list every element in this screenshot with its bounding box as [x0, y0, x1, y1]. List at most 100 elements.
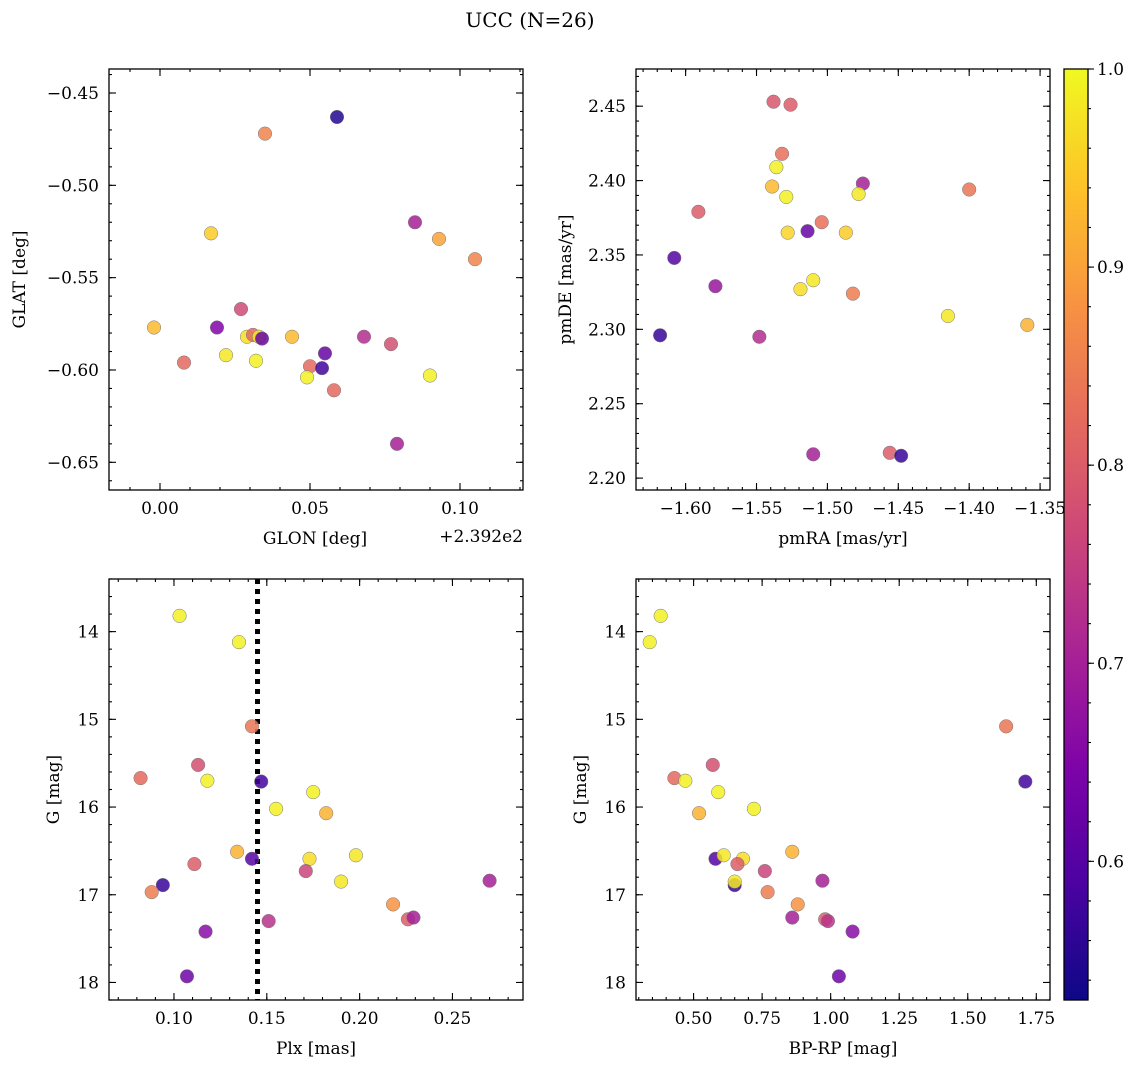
scatter-point	[261, 914, 276, 929]
scatter-point	[230, 844, 245, 859]
scatter-point	[155, 878, 170, 893]
scatter-point	[752, 329, 767, 344]
scatter-panel-1: 0.00 0.05 0.10 −0.45 −0.50 −0.55 −0.60 −0.65 GLO…	[10, 68, 524, 549]
x-tick-label: −1.55	[730, 499, 782, 519]
plot-frame	[108, 68, 524, 491]
scatter-point	[326, 383, 342, 398]
scatter-point	[806, 447, 821, 462]
y-tick-label: 16	[77, 798, 99, 818]
scatter-point	[845, 924, 860, 939]
x-tick-label: 0.25	[434, 1009, 472, 1029]
scatter-point	[299, 370, 315, 385]
colorbar: 0.6 0.7 0.8 0.9 1.0	[1063, 60, 1124, 1001]
scatter-point	[815, 873, 830, 888]
points-group	[653, 94, 1035, 463]
scatter-point	[314, 361, 330, 376]
y-axis-label: G [mag]	[571, 755, 591, 824]
scatter-point	[198, 924, 213, 939]
points-group	[133, 608, 497, 984]
scatter-point	[691, 204, 706, 219]
y-tick-label: 2.40	[588, 172, 626, 192]
scatter-point	[298, 864, 313, 879]
scatter-point	[172, 608, 187, 623]
colorbar-frame	[1063, 68, 1089, 1001]
scatter-point	[653, 608, 668, 623]
x-axis-label: GLON [deg]	[263, 529, 367, 549]
x-tick-label: −1.40	[943, 499, 995, 519]
scatter-point	[329, 109, 345, 125]
scatter-point	[940, 308, 955, 323]
scatter-point	[711, 785, 726, 800]
scatter-point	[334, 874, 349, 889]
x-tick-label: 0.05	[291, 499, 329, 519]
scatter-point	[406, 910, 421, 925]
y-tick-label: 2.35	[588, 246, 626, 266]
x-tick-label: 1.50	[949, 1009, 987, 1029]
y-axis-label: G [mag]	[44, 755, 64, 824]
scatter-point	[218, 348, 234, 363]
scatter-point	[233, 301, 249, 317]
y-tick-label: 17	[77, 886, 99, 906]
scatter-point	[999, 719, 1014, 734]
y-tick-label: 18	[77, 973, 99, 993]
y-tick-label: 14	[77, 623, 99, 643]
colorbar-tick-label: 0.9	[1097, 258, 1124, 278]
scatter-point	[727, 874, 742, 889]
scatter-point	[144, 885, 159, 900]
x-tick-label: −1.50	[801, 499, 853, 519]
scatter-point	[806, 273, 821, 288]
scatter-point	[179, 969, 195, 984]
scatter-point	[760, 885, 775, 900]
x-tick-label: 0.10	[441, 499, 479, 519]
scatter-point	[389, 436, 405, 451]
scatter-point	[383, 337, 399, 352]
colorbar-tick-label: 0.8	[1097, 456, 1124, 476]
y-tick-label: 14	[604, 623, 626, 643]
scatter-point	[962, 182, 977, 197]
y-tick-label: 2.30	[588, 320, 626, 340]
scatter-point	[814, 215, 829, 230]
scatter-point	[317, 346, 333, 361]
scatter-point	[203, 226, 219, 241]
colorbar-tick-label: 0.7	[1097, 654, 1124, 674]
y-tick-label: −0.50	[47, 176, 99, 196]
x-tick-label: 0.10	[155, 1009, 193, 1029]
scatter-point	[780, 225, 795, 240]
scatter-point	[431, 231, 447, 246]
scatter-point	[284, 329, 300, 344]
scatter-point	[820, 914, 835, 929]
scatter-point	[757, 864, 772, 879]
scatter-point	[1020, 317, 1035, 332]
y-tick-label: 2.25	[588, 395, 626, 415]
scatter-point	[800, 224, 815, 239]
scatter-point	[716, 848, 731, 863]
scatter-point	[851, 186, 866, 202]
x-tick-label: −1.45	[872, 499, 924, 519]
scatter-point	[769, 160, 784, 175]
scatter-point	[793, 282, 808, 297]
y-tick-label: 16	[604, 798, 626, 818]
scatter-point	[133, 771, 148, 786]
scatter-point	[790, 897, 805, 912]
scatter-point	[200, 773, 215, 788]
scatter-point	[319, 806, 334, 821]
scatter-point	[1018, 774, 1033, 789]
scatter-point	[244, 719, 260, 734]
plot-frame	[635, 578, 1051, 1001]
scatter-point	[385, 897, 401, 912]
colorbar-gradient	[1064, 69, 1088, 1000]
scatter-point	[838, 225, 853, 240]
scatter-point	[692, 806, 707, 821]
scatter-point	[248, 353, 264, 368]
y-tick-label: 2.20	[588, 469, 626, 489]
scatter-point	[467, 252, 483, 267]
scatter-point	[845, 286, 860, 301]
scatter-point	[894, 448, 909, 463]
x-axis-label: Plx [mas]	[276, 1039, 356, 1059]
y-axis-label: GLAT [deg]	[10, 230, 30, 328]
x-offset-label: +2.392e2	[439, 527, 523, 547]
x-axis-label: pmRA [mas/yr]	[778, 529, 907, 549]
scatter-point	[746, 801, 761, 816]
scatter-point	[231, 635, 247, 650]
figure-title: UCC (N=26)	[465, 8, 594, 32]
